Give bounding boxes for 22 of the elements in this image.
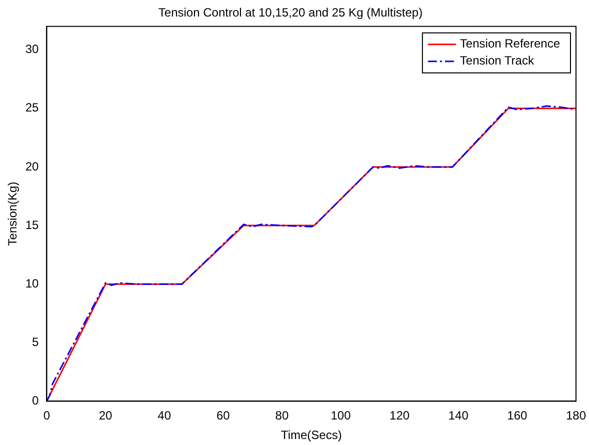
x-tick-label: 140 [448, 408, 469, 423]
x-tick-label: 160 [507, 408, 528, 423]
y-tick-label: 0 [32, 394, 40, 408]
y-tick-label: 15 [25, 218, 40, 232]
x-tick-label: 100 [330, 408, 352, 423]
chart-title: Tension Control at 10,15,20 and 25 Kg (Multistep) [158, 6, 423, 20]
legend-label: Tension Track [460, 54, 535, 68]
y-tick-label: 5 [32, 334, 40, 349]
x-tick-label: 60 [216, 408, 230, 423]
x-tick-label: 180 [566, 408, 586, 423]
y-tick-label: 25 [25, 100, 40, 115]
y-tick-label: 10 [25, 276, 40, 290]
x-tick-label: 20 [98, 408, 113, 423]
x-tick-label: 80 [275, 408, 289, 423]
y-axis-title: Tension(Kg) [6, 182, 20, 246]
y-tick-label: 30 [25, 42, 40, 56]
x-axis-title: Time(Secs) [280, 428, 342, 442]
x-tick-label: 120 [390, 408, 410, 423]
x-tick-label: 0 [43, 408, 50, 423]
y-tick-label: 20 [25, 159, 40, 174]
x-tick-label: 40 [158, 408, 172, 423]
legend-label: Tension Reference [460, 36, 560, 51]
